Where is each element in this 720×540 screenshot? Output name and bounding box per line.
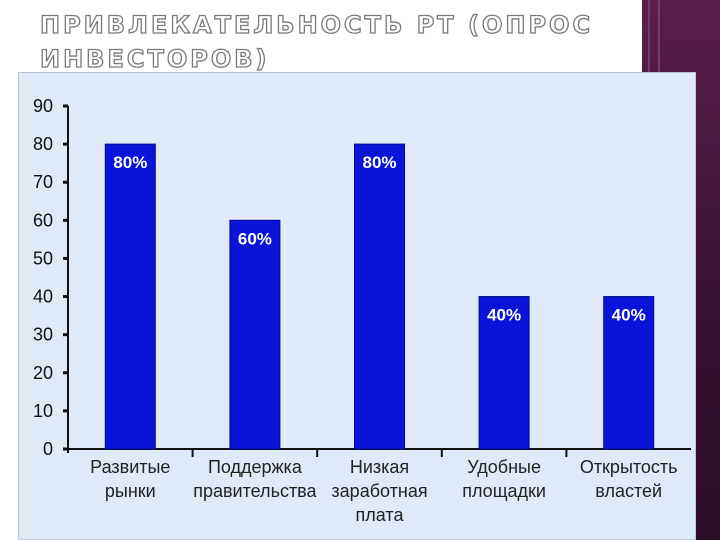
y-tick-label: 10 bbox=[33, 401, 53, 421]
x-tick-label: рынки bbox=[105, 481, 156, 501]
y-tick-label: 90 bbox=[33, 96, 53, 116]
x-tick-label: площадки bbox=[462, 481, 546, 501]
x-tick-label: Низкая bbox=[350, 457, 409, 477]
x-tick-label: Удобные bbox=[467, 457, 541, 477]
y-tick-label: 20 bbox=[33, 363, 53, 383]
bar bbox=[603, 296, 655, 450]
slide-title: Привлекательность РТ (опрос инвесторов) bbox=[39, 10, 594, 73]
bar-data-label: 60% bbox=[238, 229, 272, 248]
y-tick-label: 70 bbox=[33, 172, 53, 192]
x-tick-label: правительства bbox=[193, 481, 317, 501]
x-tick-label: Развитые bbox=[90, 457, 170, 477]
x-tick-label: плата bbox=[356, 505, 405, 525]
bar-chart: 0 10 20 30 40 50 60 70 80 90 80% Развитые рынки 60% По… bbox=[33, 96, 691, 525]
bar-data-label: 80% bbox=[113, 153, 147, 172]
y-tick-label: 60 bbox=[33, 210, 53, 230]
bar bbox=[229, 219, 281, 450]
y-tick-label: 40 bbox=[33, 287, 53, 307]
chart-panel: 0 10 20 30 40 50 60 70 80 90 80% Развитые рынки 60% По… bbox=[18, 72, 696, 540]
x-tick-label: властей bbox=[595, 481, 662, 501]
bar bbox=[478, 296, 530, 450]
bar-data-label: 40% bbox=[612, 306, 646, 325]
y-tick-label: 0 bbox=[43, 439, 53, 459]
y-tick-label: 80 bbox=[33, 134, 53, 154]
x-tick-label: Поддержка bbox=[208, 457, 303, 477]
bar bbox=[104, 143, 156, 450]
bar bbox=[354, 143, 405, 450]
bar-data-label: 40% bbox=[487, 306, 521, 325]
x-tick-label: заработная bbox=[331, 481, 427, 501]
bar-data-label: 80% bbox=[362, 153, 396, 172]
y-tick-label: 30 bbox=[33, 325, 53, 345]
y-tick-label: 50 bbox=[33, 248, 53, 268]
x-tick-label: Открытость bbox=[580, 457, 678, 477]
